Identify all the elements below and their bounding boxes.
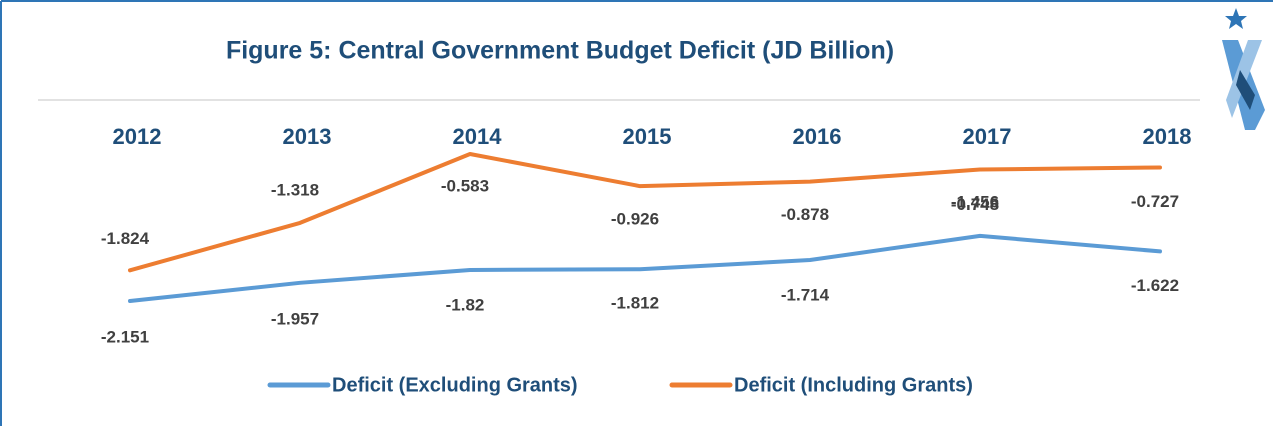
data-label: -1.812 — [611, 294, 659, 313]
logo — [1222, 8, 1265, 130]
data-label: -0.878 — [781, 205, 829, 224]
x-tick-label: 2015 — [623, 124, 672, 149]
x-tick-label: 2012 — [113, 124, 162, 149]
chart-title: Figure 5: Central Government Budget Defi… — [226, 37, 894, 65]
x-tick-label: 2018 — [1143, 124, 1192, 149]
legend-label: Deficit (Including Grants) — [734, 374, 973, 396]
x-tick-label: 2017 — [963, 124, 1012, 149]
data-label: -0.727 — [1131, 192, 1179, 211]
series-line — [128, 233, 1162, 303]
data-label: -1.824 — [101, 229, 150, 248]
data-label: -0.748 — [951, 195, 999, 214]
data-label: -1.714 — [781, 286, 830, 305]
x-tick-label: 2013 — [283, 124, 332, 149]
data-label: -1.318 — [271, 180, 319, 199]
x-tick-label: 2016 — [793, 124, 842, 149]
data-label: -1.82 — [446, 295, 485, 314]
data-label: -2.151 — [101, 327, 149, 346]
series-line — [128, 152, 1162, 273]
data-label: -0.926 — [611, 210, 659, 229]
data-label: -0.583 — [441, 176, 489, 195]
data-label: -1.957 — [271, 309, 319, 328]
data-label: -1.456 — [951, 192, 999, 211]
legend-label: Deficit (Excluding Grants) — [332, 374, 578, 396]
data-label: -1.622 — [1131, 276, 1179, 295]
x-tick-label: 2014 — [453, 124, 503, 149]
